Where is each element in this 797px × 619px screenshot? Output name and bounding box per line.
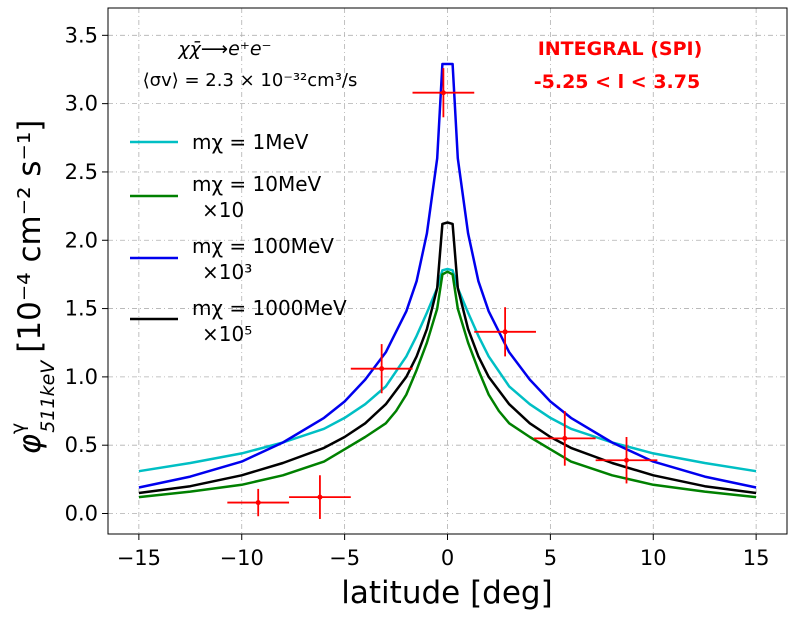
data-point-marker [255,500,261,506]
cross-section-annotation: ⟨σv⟩ = 2.3 × 10⁻³²cm³/s [143,70,358,91]
data-point-3 [412,68,475,118]
data-point-5 [533,411,596,466]
x-tick-label: 5 [544,546,557,570]
y-tick-label: 3.0 [65,92,98,116]
data-point-0 [227,488,290,517]
data-point-4 [474,307,536,357]
data-point-marker [562,435,568,441]
y-tick-label: 3.5 [65,23,98,47]
legend-label: ×10³ [202,260,252,284]
legend-label: mχ = 10MeV [192,172,322,196]
y-tick-label: 2.0 [65,228,98,252]
legend-entry-0: mχ = 1MeV [130,130,309,154]
x-axis-label: latitude [deg] [341,575,552,611]
y-axis-label-units: [10⁻⁴ cm⁻² s⁻¹] [12,120,48,353]
longitude-range-annotation: -5.25 < l < 3.75 [534,71,700,93]
tick-layer: −15 −10 −5 0 5 10 15 0.0 0.5 1.0 1.5 2.0 2.5 3.0 3.5 [65,23,770,570]
series-line-1 [138,270,757,499]
x-tick-label: 0 [441,546,454,570]
process-annotation: χχ̄⟶e⁺e⁻ [177,38,271,60]
y-axis-label-sup: γ [7,423,29,434]
data-point-marker [440,90,446,96]
instrument-annotation: INTEGRAL (SPI) [538,38,703,60]
x-tick-label: 10 [640,546,667,570]
x-tick-label: −10 [220,546,264,570]
data-points-layer [227,68,658,519]
x-tick-label: −5 [329,546,360,570]
data-point-marker [624,457,630,463]
y-axis-label: φγ 511keV [10⁻⁴ cm⁻² s⁻¹] [7,120,59,455]
y-tick-label: 1.0 [65,365,98,389]
data-point-2 [350,344,413,394]
legend-entry-3: mχ = 1000MeV×10⁵ [130,296,347,346]
legend-label: ×10⁵ [202,322,252,346]
legend-label: mχ = 100MeV [192,234,334,258]
y-tick-label: 0.5 [65,433,98,457]
legend-label: mχ = 1000MeV [192,296,347,320]
data-point-marker [379,366,385,372]
y-tick-label: 0.0 [65,502,98,526]
legend-entry-2: mχ = 100MeV×10³ [130,234,334,284]
data-point-6 [595,436,658,484]
y-axis-label-sub: 511keV [37,359,59,433]
x-tick-label: −15 [117,546,161,570]
y-axis-label-phi: φ [12,433,48,454]
data-point-marker [317,494,323,500]
legend-entry-1: mχ = 10MeV×10 [130,172,322,222]
data-point-marker [502,329,508,335]
y-tick-label: 1.5 [65,297,98,321]
data-point-1 [289,475,351,519]
grid-layer [108,8,787,534]
legend-label: mχ = 1MeV [192,130,309,154]
x-tick-label: 15 [743,546,770,570]
y-tick-label: 2.5 [65,160,98,184]
legend-label: ×10 [202,198,244,222]
